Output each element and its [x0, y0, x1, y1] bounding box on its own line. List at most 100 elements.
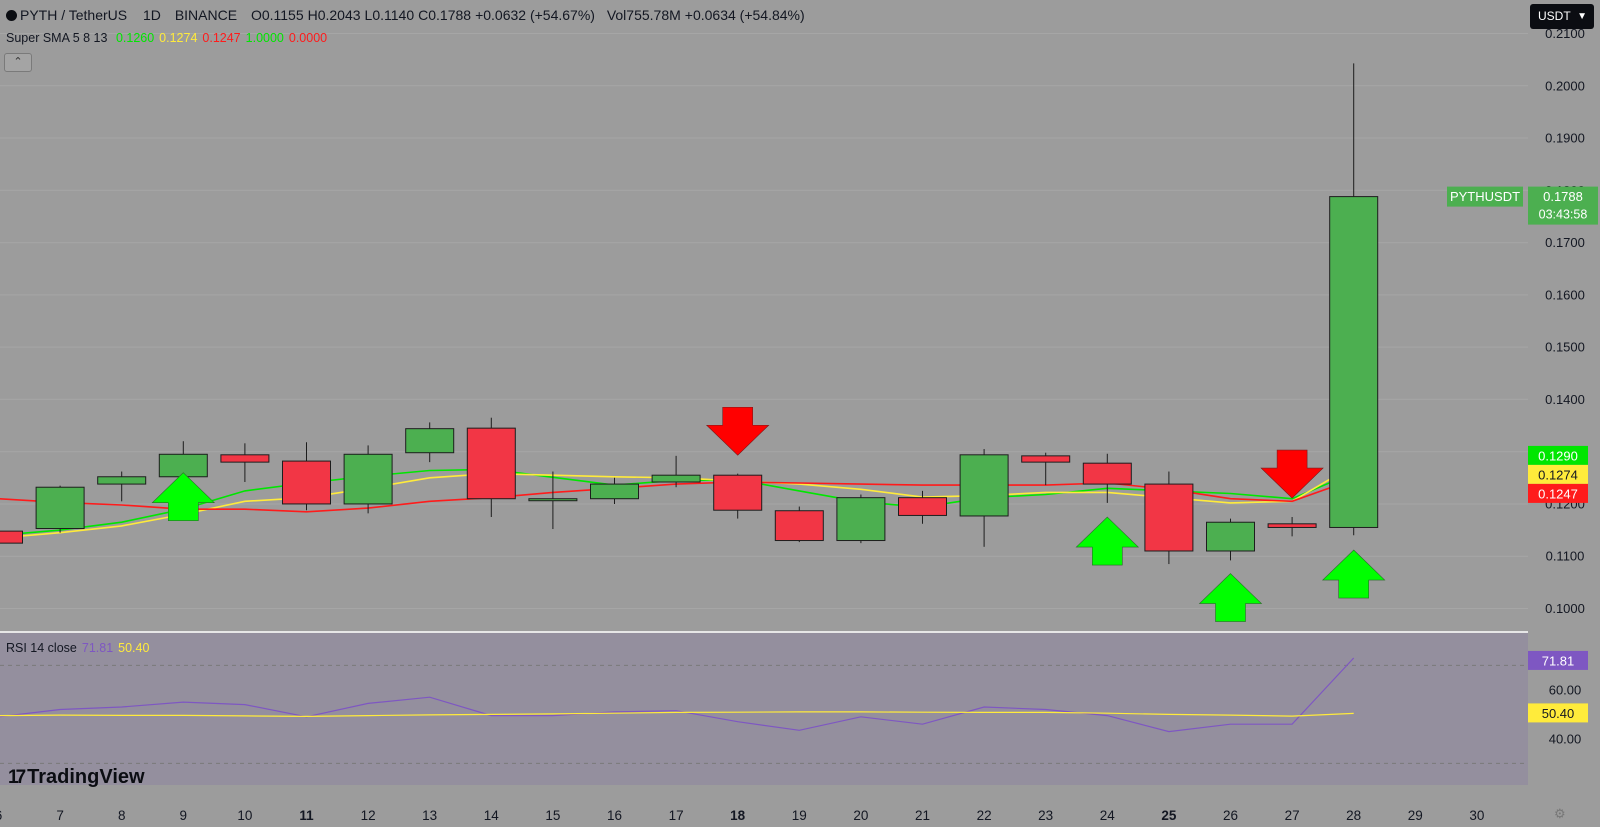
ohlc-high: H0.2043: [307, 7, 361, 23]
rsi-line: [0, 711, 1354, 718]
indicator-value: 1.0000: [245, 31, 284, 45]
price-change: +0.0632 (+54.67%): [475, 7, 595, 23]
rsi-lines: [0, 657, 1528, 764]
candles: [0, 63, 1379, 565]
date-tick-label: 14: [484, 808, 500, 823]
symbol-icon[interactable]: [6, 10, 17, 21]
candle-body: [774, 510, 824, 542]
symbol-name[interactable]: PYTH / TetherUS: [20, 7, 128, 23]
tradingview-logo-icon: 17: [8, 767, 26, 788]
date-tick-label: 18: [730, 808, 746, 823]
sma-value-text: 0.1290: [1538, 448, 1578, 463]
price-tick-label: 0.2000: [1545, 78, 1585, 93]
date-tick-label: 6: [0, 808, 2, 823]
sma-value-tag: [1528, 483, 1588, 503]
sma-value-text: 0.1247: [1538, 486, 1578, 501]
date-tick-label: 23: [1038, 808, 1053, 823]
settings-gear-icon[interactable]: ⚙: [1554, 806, 1566, 821]
date-tick-label: 9: [180, 808, 188, 823]
candle-body: [1267, 523, 1317, 528]
candle-body: [898, 497, 947, 516]
indicator-value: 0.1247: [202, 31, 241, 45]
candle-body: [590, 483, 639, 500]
rsi-tick-label: 40.00: [1549, 731, 1582, 746]
ohlc-low: L0.1140: [364, 7, 415, 23]
countdown-text: 03:43:58: [1539, 208, 1588, 222]
indicator-name: Super SMA 5 8 13: [6, 31, 108, 45]
rsi-name: RSI 14 close: [6, 641, 77, 655]
sell-signal-arrow-icon: [705, 406, 770, 456]
candle-body: [651, 474, 701, 483]
date-tick-label: 10: [237, 808, 252, 823]
rsi-legend[interactable]: RSI 14 close 71.81 50.40: [6, 641, 154, 655]
date-tick-label: 11: [299, 808, 314, 823]
price-tick-label: 0.1700: [1545, 235, 1585, 250]
symbol-price-tag: [1447, 186, 1523, 207]
rsi-value-text: 50.40: [1542, 706, 1575, 721]
date-tick-label: 20: [853, 808, 868, 823]
candle-body: [1329, 196, 1379, 528]
price-tick-label: 0.1900: [1545, 131, 1585, 146]
buy-signal-arrow-icon: [151, 472, 216, 521]
chevron-up-icon: ⌃: [13, 56, 23, 68]
candle-body: [343, 453, 393, 505]
date-tick-label: 25: [1161, 808, 1177, 823]
exchange: BINANCE: [174, 7, 238, 23]
date-tick-label: 29: [1408, 808, 1423, 823]
date-tick-label: 22: [977, 808, 992, 823]
date-tick-label: 8: [118, 808, 126, 823]
rsi-ma-value: 50.40: [118, 641, 150, 655]
volume: Vol755.78M: [606, 7, 681, 23]
rsi-line: [0, 657, 1355, 733]
interval[interactable]: 1D: [143, 7, 161, 23]
indicator-legend[interactable]: Super SMA 5 8 13 0.1260 0.1274 0.1247 1.000…: [6, 31, 332, 45]
grid-lines: [0, 33, 1528, 609]
currency-select[interactable]: USDT ▼: [1530, 4, 1594, 29]
collapse-legend-button[interactable]: ⌃: [4, 53, 32, 72]
date-tick-label: 30: [1469, 808, 1484, 823]
symbol-tag-text: PYTHUSDT: [1450, 189, 1520, 204]
rsi-tick-label: 60.00: [1549, 682, 1582, 697]
date-tick-label: 15: [545, 808, 560, 823]
buy-signal-arrow-icon: [1075, 516, 1140, 566]
date-tick-label: 13: [422, 808, 437, 823]
indicator-value: 0.0000: [288, 31, 328, 45]
date-tick-label: 26: [1223, 808, 1238, 823]
buy-signal-arrow-icon: [1321, 549, 1386, 599]
candle-body: [1082, 462, 1132, 485]
date-tick-label: 17: [669, 808, 684, 823]
candle-body: [220, 454, 270, 463]
date-tick-label: 16: [607, 808, 622, 823]
price-tick-label: 0.1600: [1545, 287, 1585, 302]
last-price-text: 0.1788: [1543, 189, 1583, 204]
rsi-value: 71.81: [81, 641, 114, 655]
logo-text: TradingView: [27, 766, 145, 788]
candle-body: [1144, 483, 1194, 552]
candle-body: [97, 476, 147, 485]
sma-value-tag: [1528, 464, 1588, 484]
signal-arrows: [151, 406, 1386, 622]
symbol-header: PYTH / TetherUS 1D BINANCE O0.1155 H0.204…: [6, 7, 809, 23]
candle-body: [35, 486, 85, 530]
price-tick-label: 0.2100: [1545, 26, 1585, 41]
candle-body: [405, 428, 455, 454]
sma-value-text: 0.1274: [1538, 467, 1578, 482]
date-tick-label: 21: [915, 808, 930, 823]
rsi-value-text: 71.81: [1542, 653, 1575, 668]
sma-value-tag: [1528, 445, 1588, 465]
rsi-value-tag: [1528, 650, 1588, 670]
axis-labels: 0.10000.11000.12000.13000.14000.15000.16…: [0, 26, 1585, 823]
tradingview-logo[interactable]: 17 TradingView: [8, 766, 145, 789]
volume-change: +0.0634 (+54.84%): [684, 7, 805, 23]
rsi-value-tag: [1528, 703, 1588, 723]
date-tick-label: 7: [56, 808, 64, 823]
candle-body: [836, 497, 886, 542]
date-tick-label: 24: [1100, 808, 1116, 823]
date-tick-label: 27: [1285, 808, 1300, 823]
last-price-tag: [1528, 186, 1598, 225]
price-labels: PYTHUSDT 0.1788 03:43:58 0.1290 0.1274 0.1247…: [1447, 186, 1598, 723]
ohlc-open: O0.1155: [250, 7, 304, 23]
candle-body: [466, 427, 516, 500]
